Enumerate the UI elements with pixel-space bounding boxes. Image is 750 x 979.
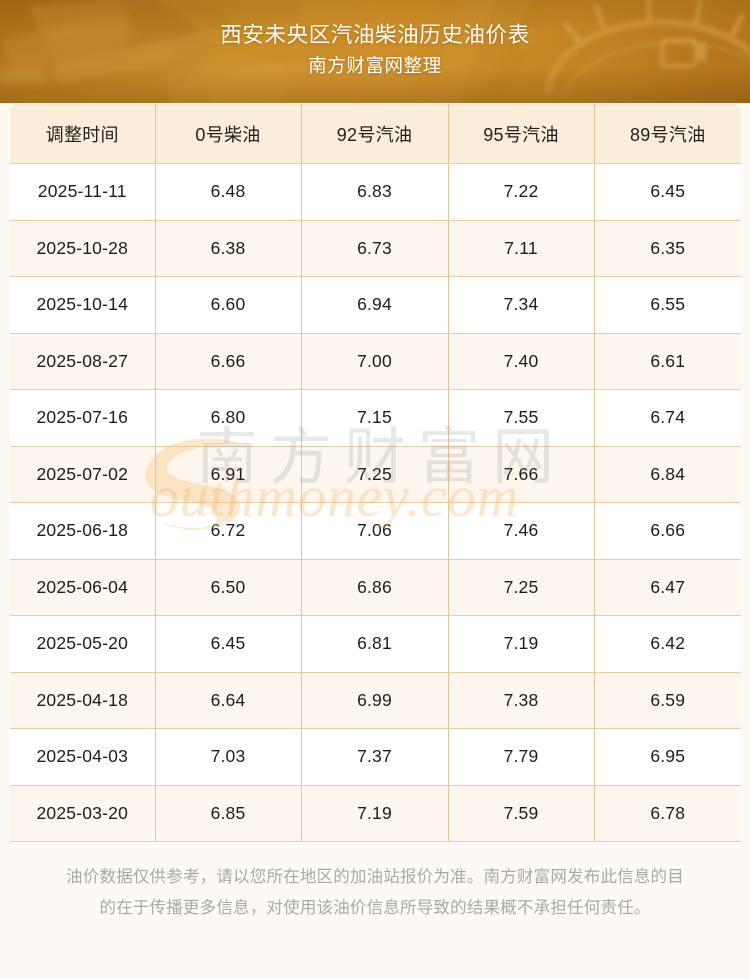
cell-diesel-0: 7.03: [155, 728, 302, 786]
page-title: 西安未央区汽油柴油历史油价表: [220, 23, 530, 47]
cell-gasoline-89: 6.55: [594, 276, 741, 334]
cell-gasoline-92: 7.15: [301, 389, 449, 447]
cell-date: 2025-05-20: [10, 615, 156, 673]
table-header: 调整时间 0号柴油 92号汽油 95号汽油 89号汽油: [10, 104, 741, 164]
cell-date: 2025-06-18: [10, 502, 156, 560]
table-row: 2025-04-18 6.64 6.99 7.38 6.59: [10, 672, 741, 729]
table-row: 2025-06-18 6.72 7.06 7.46 6.66: [10, 502, 741, 560]
header-banner: F 西安未央区汽油柴油历史油价表 南方财富网整理: [0, 0, 750, 103]
cell-date: 2025-06-04: [10, 559, 156, 616]
cell-gasoline-89: 6.84: [594, 446, 741, 503]
cell-date: 2025-07-16: [10, 389, 156, 447]
cell-gasoline-89: 6.42: [594, 615, 741, 673]
banner-vignette: [0, 0, 750, 103]
cell-gasoline-92: 6.94: [301, 276, 449, 334]
disclaimer-text: 油价数据仅供参考，请以您所在地区的加油站报价为准。南方财富网发布此信息的目的在于…: [66, 868, 684, 917]
table-row: 2025-05-20 6.45 6.81 7.19 6.42: [10, 615, 741, 673]
cell-diesel-0: 6.66: [155, 333, 302, 390]
cell-gasoline-95: 7.59: [448, 785, 595, 842]
cell-gasoline-89: 6.74: [594, 389, 741, 447]
column-header-gasoline-95: 95号汽油: [448, 104, 595, 164]
cell-gasoline-92: 7.06: [301, 502, 449, 560]
cell-gasoline-95: 7.55: [448, 389, 595, 447]
cell-gasoline-95: 7.11: [448, 220, 595, 277]
cell-gasoline-92: 6.83: [301, 163, 449, 221]
cell-gasoline-92: 6.81: [301, 615, 449, 673]
cell-gasoline-95: 7.34: [448, 276, 595, 334]
cell-gasoline-95: 7.25: [448, 559, 595, 616]
cell-gasoline-92: 6.86: [301, 559, 449, 616]
table-body: 2025-11-11 6.48 6.83 7.22 6.45 2025-10-28 6.38…: [10, 163, 741, 842]
cell-diesel-0: 6.91: [155, 446, 302, 503]
cell-date: 2025-11-11: [10, 163, 156, 221]
cell-date: 2025-10-14: [10, 276, 156, 334]
cell-diesel-0: 6.38: [155, 220, 302, 277]
cell-gasoline-89: 6.59: [594, 672, 741, 729]
table-header-row: 调整时间 0号柴油 92号汽油 95号汽油 89号汽油: [10, 104, 741, 164]
banner-glow: [0, 0, 750, 103]
cell-gasoline-95: 7.19: [448, 615, 595, 673]
cell-date: 2025-03-20: [10, 785, 156, 842]
cell-gasoline-95: 7.46: [448, 502, 595, 560]
price-table-container: 调整时间 0号柴油 92号汽油 95号汽油 89号汽油 2025-11-11 6.…: [10, 104, 741, 842]
table-row: 2025-10-28 6.38 6.73 7.11 6.35: [10, 220, 741, 277]
cell-gasoline-95: 7.40: [448, 333, 595, 390]
cell-gasoline-95: 7.22: [448, 163, 595, 221]
cell-diesel-0: 6.60: [155, 276, 302, 334]
cell-diesel-0: 6.64: [155, 672, 302, 729]
cell-gasoline-89: 6.47: [594, 559, 741, 616]
cell-gasoline-92: 6.73: [301, 220, 449, 277]
cell-diesel-0: 6.85: [155, 785, 302, 842]
cell-date: 2025-08-27: [10, 333, 156, 390]
oil-price-table: 调整时间 0号柴油 92号汽油 95号汽油 89号汽油 2025-11-11 6.…: [10, 104, 741, 842]
cell-diesel-0: 6.48: [155, 163, 302, 221]
cell-gasoline-89: 6.35: [594, 220, 741, 277]
table-row: 2025-04-03 7.03 7.37 7.79 6.95: [10, 728, 741, 786]
column-header-date: 调整时间: [10, 104, 156, 164]
cell-gasoline-92: 6.99: [301, 672, 449, 729]
cell-gasoline-92: 7.00: [301, 333, 449, 390]
table-row: 2025-08-27 6.66 7.00 7.40 6.61: [10, 333, 741, 390]
cell-gasoline-95: 7.38: [448, 672, 595, 729]
column-header-gasoline-89: 89号汽油: [594, 104, 741, 164]
cell-gasoline-89: 6.78: [594, 785, 741, 842]
table-row: 2025-07-16 6.80 7.15 7.55 6.74: [10, 389, 741, 447]
cell-gasoline-89: 6.45: [594, 163, 741, 221]
table-row: 2025-10-14 6.60 6.94 7.34 6.55: [10, 276, 741, 334]
cell-diesel-0: 6.45: [155, 615, 302, 673]
cell-gasoline-95: 7.66: [448, 446, 595, 503]
cell-gasoline-92: 7.37: [301, 728, 449, 786]
column-header-gasoline-92: 92号汽油: [301, 104, 449, 164]
cell-gasoline-92: 7.19: [301, 785, 449, 842]
cell-date: 2025-07-02: [10, 446, 156, 503]
cell-gasoline-95: 7.79: [448, 728, 595, 786]
page-subtitle: 南方财富网整理: [308, 55, 442, 76]
table-row: 2025-06-04 6.50 6.86 7.25 6.47: [10, 559, 741, 616]
cell-gasoline-89: 6.61: [594, 333, 741, 390]
cell-date: 2025-04-03: [10, 728, 156, 786]
table-row: 2025-11-11 6.48 6.83 7.22 6.45: [10, 163, 741, 221]
banner-title-group: 西安未央区汽油柴油历史油价表 南方财富网整理: [0, 19, 750, 81]
table-row: 2025-07-02 6.91 7.25 7.66 6.84: [10, 446, 741, 503]
column-header-diesel-0: 0号柴油: [155, 104, 302, 164]
cell-date: 2025-10-28: [10, 220, 156, 277]
cell-diesel-0: 6.50: [155, 559, 302, 616]
cell-diesel-0: 6.72: [155, 502, 302, 560]
cell-gasoline-92: 7.25: [301, 446, 449, 503]
cell-date: 2025-04-18: [10, 672, 156, 729]
cell-gasoline-89: 6.66: [594, 502, 741, 560]
cell-diesel-0: 6.80: [155, 389, 302, 447]
cell-gasoline-89: 6.95: [594, 728, 741, 786]
table-row: 2025-03-20 6.85 7.19 7.59 6.78: [10, 785, 741, 842]
